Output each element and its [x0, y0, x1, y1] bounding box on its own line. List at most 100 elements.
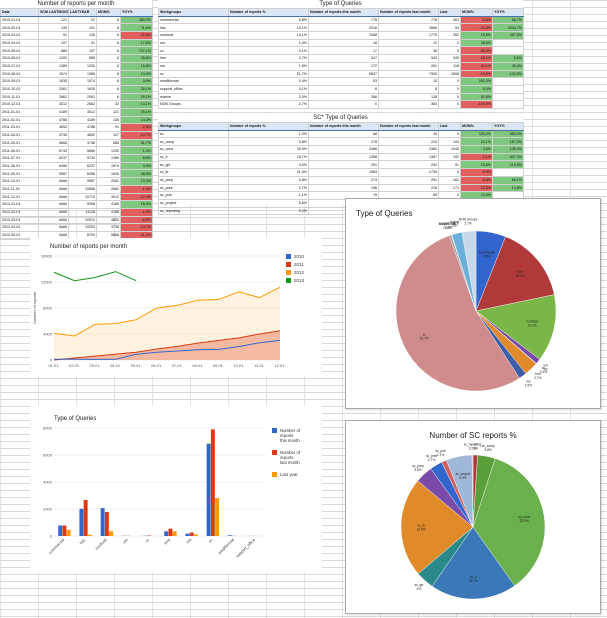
table-cell[interactable]: 1563 [308, 168, 379, 177]
table-cell[interactable]: ms [158, 61, 229, 71]
table-cell[interactable]: 196 [308, 183, 379, 193]
table-cell[interactable]: -1,4% [120, 184, 153, 194]
table-cell[interactable]: 167,3% [492, 137, 524, 147]
table-cell[interactable]: 1775 [378, 31, 439, 40]
table-cell[interactable]: 1635 [96, 169, 121, 179]
table-cell[interactable]: 91 [38, 31, 69, 40]
table-cell[interactable]: 6 [96, 92, 121, 102]
table-cell[interactable]: 10866 [68, 184, 97, 194]
table-cell[interactable] [492, 84, 524, 94]
table-cell[interactable]: 6 [96, 38, 121, 48]
table-cell[interactable]: sc_project [158, 198, 229, 208]
table-row[interactable]: sc 1,0% 68 16 0 325,0% 850,0% [158, 129, 524, 139]
table-cell[interactable]: #### [38, 207, 69, 217]
table-cell[interactable]: 1,4% [120, 146, 153, 156]
column-header[interactable]: Number of reports last month [378, 122, 439, 131]
table-row[interactable]: 2010-04-01 107 91 6 17,6% [0, 38, 153, 48]
table-cell[interactable]: 266 [308, 92, 379, 102]
table-row[interactable]: 2012-04-01 #### 10203 3736 -14,7% [0, 223, 153, 232]
table-cell[interactable]: 2012-01-01 [0, 200, 39, 209]
table-row[interactable]: 2010-06-01 1200 885 6 35,6% [0, 54, 153, 63]
table-cell[interactable]: 278 [308, 137, 379, 147]
table-cell[interactable]: 48,5% [120, 169, 153, 179]
table-cell[interactable]: 885 [96, 138, 121, 148]
table-row[interactable]: 2010-01-01 121 22 6 450,0% [0, 15, 153, 25]
table-cell[interactable]: 9398 [68, 200, 97, 209]
table-cell[interactable]: 121 [68, 23, 97, 33]
table-cell[interactable]: 252 [378, 160, 439, 170]
table-row[interactable]: sc_prep 3,8% 274 291 162 -5,8% 69,1% [158, 175, 524, 185]
table-cell[interactable]: 192 [438, 152, 461, 162]
table-cell[interactable]: 121 [38, 15, 69, 25]
table-row[interactable]: 2011-06-01 5743 5666 1200 1,4% [0, 146, 153, 156]
table-cell[interactable]: 3012 [68, 107, 97, 117]
table-row[interactable]: commercial 5,8% 778 778 461 -0,6% 68,7% [158, 15, 524, 25]
table-cell[interactable]: -34,1% [460, 61, 493, 71]
table-cell[interactable]: 33,9% [228, 145, 309, 154]
table-row[interactable]: ms 1,5% 172 261 118 -34,1% 45,8% [158, 61, 524, 71]
table-cell[interactable]: 363 [378, 100, 439, 109]
table-row[interactable]: 2010-05-01 885 107 6 727,1% [0, 46, 153, 56]
table-cell[interactable]: 69,1% [492, 175, 524, 185]
table-cell[interactable]: 3736 [96, 223, 121, 232]
table-cell[interactable]: 121 [96, 107, 121, 117]
table-cell[interactable]: sc_grt [158, 160, 229, 170]
table-cell[interactable]: 51,7% [120, 138, 153, 148]
type-of-queries-bar-chart[interactable]: Type of Queries 0 2000 4000 6000 8000 commerc… [30, 406, 322, 572]
table-row[interactable]: sc_pres 2,7% 196 226 171 -13,3% 14,6% [158, 183, 524, 193]
table-cell[interactable]: 13 [378, 38, 439, 48]
table-cell[interactable] [492, 46, 524, 56]
table-cell[interactable]: 0 [438, 100, 461, 109]
table-cell[interactable]: 226 [378, 183, 439, 193]
table-cell[interactable]: 2662 [96, 184, 121, 194]
table-cell[interactable]: 135 [68, 31, 97, 40]
table-cell[interactable]: 0,4% [228, 77, 309, 86]
table-cell[interactable]: 18,7% [228, 152, 309, 162]
table-cell[interactable]: 6 [96, 69, 121, 79]
table-row[interactable]: om 1,0% 18 13 0 38,5% [158, 38, 524, 48]
table-cell[interactable]: -36,1% [460, 54, 493, 63]
table-cell[interactable] [492, 100, 524, 109]
table-cell[interactable]: 136,0% [492, 145, 524, 154]
table-cell[interactable]: 4189 [96, 200, 121, 209]
table-cell[interactable]: 2010-11-01 [0, 92, 39, 102]
table-cell[interactable]: marine [158, 92, 229, 102]
table-cell[interactable]: 6237 [38, 154, 69, 163]
table-cell[interactable]: 6 [96, 31, 121, 40]
table-cell[interactable]: 15,6% [460, 31, 493, 40]
table-cell[interactable]: 91 [68, 38, 97, 48]
table-row[interactable]: 2011-10-01 #### 9587 2061 13,3% [0, 177, 153, 186]
table-cell[interactable]: 6237 [68, 161, 97, 171]
table-cell[interactable]: 2662 [68, 100, 97, 109]
table-cell[interactable]: 778 [308, 15, 379, 25]
table-cell[interactable]: -2,8% [120, 123, 153, 132]
table-cell[interactable]: 2010-10-01 [0, 84, 39, 94]
table-row[interactable]: 2011-08-01 6456 6237 1574 3,5% [0, 161, 153, 171]
table-cell[interactable]: 0,2% [228, 206, 309, 216]
table-cell[interactable]: 1635 [38, 77, 69, 86]
table-cell[interactable]: 2,0% [228, 92, 309, 102]
column-header[interactable]: SCM LASTMONTH [38, 8, 69, 17]
table-cell[interactable]: 1,0% [228, 129, 309, 139]
table-cell[interactable]: -9,9% [460, 168, 493, 177]
table-row[interactable]: 2010-12-01 3012 2662 32 13,1% [0, 100, 153, 109]
column-header[interactable]: Number of reports this month [308, 8, 379, 17]
table-cell[interactable]: -100,0% [460, 100, 493, 109]
table-cell[interactable]: 0,0% [460, 84, 493, 94]
table-cell[interactable]: 2011-02-01 [0, 115, 39, 125]
table-cell[interactable]: 2068 [308, 31, 379, 40]
table-cell[interactable]: 3,6% [460, 145, 493, 154]
table-cell[interactable] [492, 38, 524, 48]
table-cell[interactable]: 13,1% [120, 100, 153, 109]
table-cell[interactable] [492, 77, 524, 86]
table-cell[interactable]: 45,8% [492, 61, 524, 71]
table-cell[interactable]: -6,5% [120, 215, 153, 225]
table-cell[interactable]: 26,1% [120, 84, 153, 94]
table-cell[interactable]: 0 [438, 46, 461, 56]
table-cell[interactable]: NON Groups [158, 100, 229, 109]
table-cell[interactable]: 8 [308, 84, 379, 94]
table-row[interactable]: sc_fl 18,7% 1358 1387 192 -2,1% 607,3% [158, 152, 524, 162]
table-cell[interactable]: -1,9% [120, 207, 153, 217]
table-cell[interactable]: 138 [378, 92, 439, 102]
table-cell[interactable]: 607,3% [492, 152, 524, 162]
